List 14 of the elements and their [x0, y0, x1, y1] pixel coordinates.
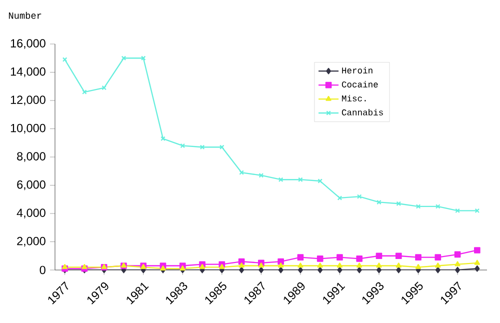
y-tick-label: 10,000 — [10, 124, 46, 134]
y-tick-label: 8,000 — [17, 152, 46, 162]
y-tick-label: 4,000 — [16, 208, 46, 218]
legend-label: Heroin — [342, 67, 372, 74]
legend-label: Misc. — [342, 94, 366, 102]
y-tick-label: 2,000 — [17, 236, 46, 247]
y-tick-label: 0 — [40, 266, 46, 274]
y-tick-label: 6,000 — [17, 180, 46, 190]
y-tick-label: 16,000 — [10, 39, 46, 49]
legend-label: Cocaine — [342, 80, 378, 88]
legend-label: Cannabis — [342, 108, 383, 116]
y-tick-label: 14,000 — [10, 67, 46, 78]
y-tick-label: 12,000 — [10, 96, 46, 106]
y-axis-title: Number — [8, 12, 42, 19]
